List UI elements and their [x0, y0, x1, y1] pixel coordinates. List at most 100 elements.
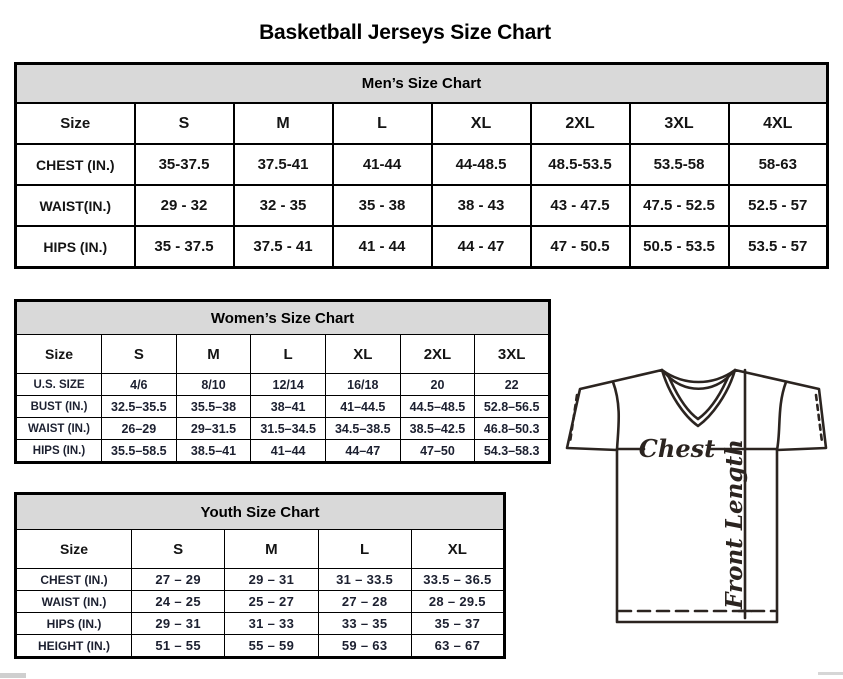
women-data-row-0: U.S. SIZE 4/6 8/10 12/14 16/18 20 22 [15, 373, 550, 396]
youth-size-value: 35 – 37 [410, 612, 506, 635]
men-column-header-5: 2XL [529, 102, 631, 145]
men-size-value: 32 - 35 [232, 184, 334, 227]
women-size-value: 44–47 [324, 439, 401, 463]
women-column-header-4: XL [324, 334, 401, 374]
women-column-header-6: 3XL [474, 334, 550, 374]
youth-data-row-1: WAIST (IN.) 24 – 25 25 – 27 27 – 28 28 – 29.… [15, 590, 506, 613]
men-column-header-row: Size S M L XL 2XL 3XL 4XL [14, 102, 829, 145]
women-size-value: 46.8–50.3 [474, 417, 550, 440]
youth-size-value: 27 – 28 [317, 590, 412, 613]
men-row-label-0: CHEST (IN.) [14, 143, 136, 186]
youth-title-row: Youth Size Chart [15, 493, 505, 530]
women-column-header-1: S [101, 334, 177, 374]
youth-row-label-3: HEIGHT (IN.) [15, 634, 132, 658]
youth-size-value: 29 – 31 [224, 568, 319, 591]
men-data-row-1: WAIST(IN.) 29 - 32 32 - 35 35 - 38 38 - 43 43… [14, 184, 829, 227]
men-size-value: 44-48.5 [430, 143, 532, 186]
youth-column-header-1: S [130, 529, 226, 569]
women-chart-title: Women’s Size Chart [15, 300, 550, 335]
men-size-value: 37.5 - 41 [232, 225, 334, 269]
women-size-value: 26–29 [101, 417, 177, 440]
youth-chart-title: Youth Size Chart [15, 493, 505, 530]
men-column-header-7: 4XL [727, 102, 829, 145]
men-row-label-2: HIPS (IN.) [14, 225, 136, 269]
page-title: Basketball Jerseys Size Chart [259, 21, 551, 45]
men-data-row-2: HIPS (IN.) 35 - 37.5 37.5 - 41 41 - 44 44 - … [14, 225, 829, 269]
artifact-bottom-left [0, 673, 26, 678]
men-size-value: 52.5 - 57 [727, 184, 829, 227]
women-column-header-0: Size [15, 334, 102, 374]
men-size-value: 38 - 43 [430, 184, 532, 227]
youth-size-value: 24 – 25 [130, 590, 226, 613]
men-column-header-3: L [331, 102, 433, 145]
women-size-value: 22 [474, 373, 550, 396]
men-size-value: 48.5-53.5 [529, 143, 631, 186]
women-column-header-row: Size S M L XL 2XL 3XL [15, 334, 550, 374]
women-size-value: 54.3–58.3 [474, 439, 550, 463]
women-size-value: 41–44.5 [324, 395, 401, 418]
men-size-value: 37.5-41 [232, 143, 334, 186]
women-size-value: 35.5–38 [175, 395, 252, 418]
men-size-value: 41 - 44 [331, 225, 433, 269]
women-size-value: 4/6 [101, 373, 177, 396]
women-size-value: 38.5–41 [175, 439, 252, 463]
jersey-diagram: Chest Front Length [565, 368, 828, 624]
women-size-value: 47–50 [399, 439, 476, 463]
youth-column-header-row: Size S M L XL [15, 529, 506, 569]
men-size-value: 50.5 - 53.5 [628, 225, 730, 269]
women-row-label-3: HIPS (IN.) [15, 439, 102, 463]
men-column-header-4: XL [430, 102, 532, 145]
front-length-label: Front Length [721, 439, 748, 610]
youth-size-value: 27 – 29 [130, 568, 226, 591]
women-size-value: 38.5–42.5 [399, 417, 476, 440]
women-size-value: 12/14 [250, 373, 326, 396]
youth-size-value: 63 – 67 [410, 634, 506, 658]
men-size-value: 35 - 37.5 [133, 225, 235, 269]
artifact-bottom-right [818, 672, 843, 675]
youth-size-value: 28 – 29.5 [410, 590, 506, 613]
women-row-label-2: WAIST (IN.) [15, 417, 102, 440]
collar-v-inner [666, 373, 731, 421]
youth-data-row-2: HIPS (IN.) 29 – 31 31 – 33 33 – 35 35 – 37 [15, 612, 506, 635]
youth-row-label-0: CHEST (IN.) [15, 568, 132, 591]
youth-size-table: Youth Size Chart Size S M L XL CHEST (IN.) 27 –… [14, 492, 506, 659]
women-column-header-2: M [175, 334, 252, 374]
women-data-row-1: BUST (IN.) 32.5–35.5 35.5–38 38–41 41–44.5 44… [15, 395, 550, 418]
youth-column-header-4: XL [410, 529, 506, 569]
youth-row-label-1: WAIST (IN.) [15, 590, 132, 613]
women-size-value: 52.8–56.5 [474, 395, 550, 418]
youth-row-label-2: HIPS (IN.) [15, 612, 132, 635]
women-size-value: 8/10 [175, 373, 252, 396]
men-size-value: 29 - 32 [133, 184, 235, 227]
youth-column-header-0: Size [15, 529, 132, 569]
men-chart-title: Men’s Size Chart [14, 62, 829, 104]
youth-size-value: 25 – 27 [224, 590, 319, 613]
women-row-label-0: U.S. SIZE [15, 373, 102, 396]
mens-size-table: Men’s Size Chart Size S M L XL 2XL 3XL 4XL CHEST … [14, 62, 829, 269]
women-data-row-2: WAIST (IN.) 26–29 29–31.5 31.5–34.5 34.5–38.… [15, 417, 550, 440]
women-data-row-3: HIPS (IN.) 35.5–58.5 38.5–41 41–44 44–47 47–5… [15, 439, 550, 463]
women-size-value: 29–31.5 [175, 417, 252, 440]
men-column-header-1: S [133, 102, 235, 145]
men-column-header-2: M [232, 102, 334, 145]
men-size-value: 53.5 - 57 [727, 225, 829, 269]
women-size-value: 34.5–38.5 [324, 417, 401, 440]
sleeve-trim-left [568, 393, 579, 444]
youth-size-value: 33 – 35 [317, 612, 412, 635]
youth-size-value: 31 – 33 [224, 612, 319, 635]
youth-data-row-3: HEIGHT (IN.) 51 – 55 55 – 59 59 – 63 63 – 67 [15, 634, 506, 658]
men-size-value: 35-37.5 [133, 143, 235, 186]
men-column-header-0: Size [14, 102, 136, 145]
men-size-value: 47 - 50.5 [529, 225, 631, 269]
youth-size-value: 29 – 31 [130, 612, 226, 635]
youth-column-header-3: L [317, 529, 412, 569]
sleeve-trim-right [814, 393, 824, 444]
armhole-seam-left [611, 380, 621, 452]
women-size-value: 16/18 [324, 373, 401, 396]
women-size-value: 32.5–35.5 [101, 395, 177, 418]
women-size-value: 31.5–34.5 [250, 417, 326, 440]
women-title-row: Women’s Size Chart [15, 300, 550, 335]
men-column-header-6: 3XL [628, 102, 730, 145]
men-size-value: 47.5 - 52.5 [628, 184, 730, 227]
men-size-value: 35 - 38 [331, 184, 433, 227]
